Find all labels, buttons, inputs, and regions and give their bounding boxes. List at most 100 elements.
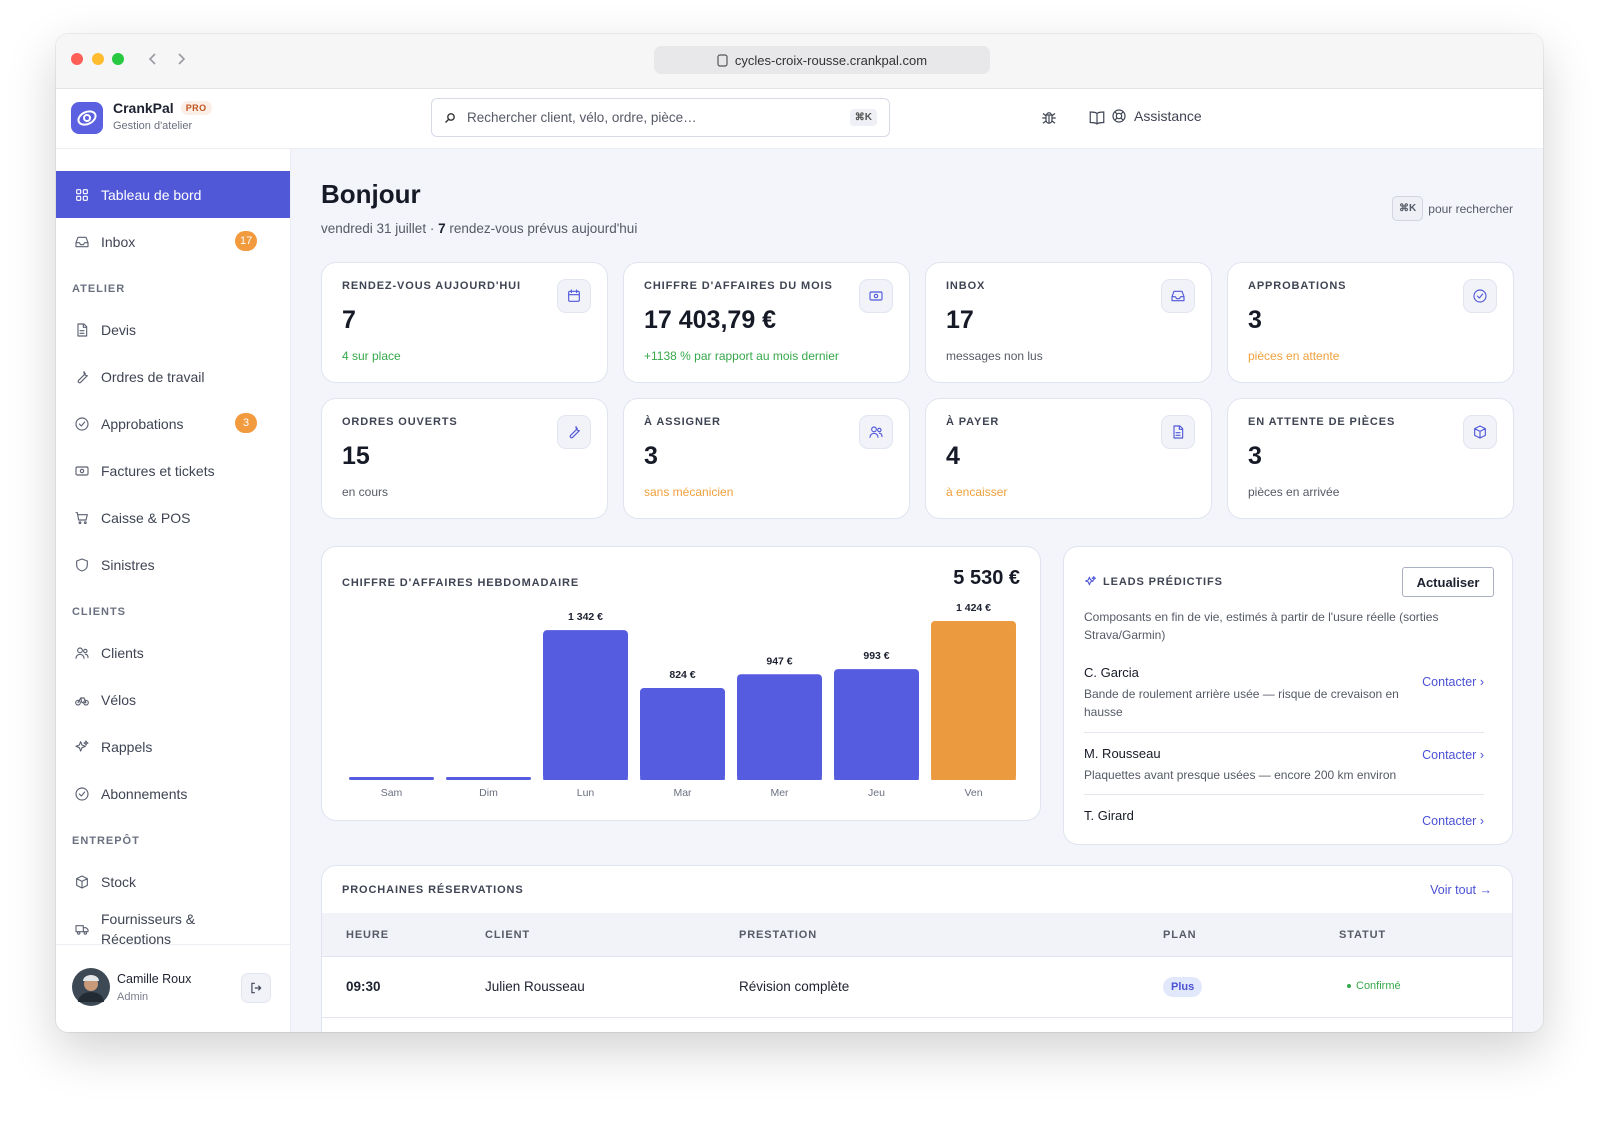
page-icon: [717, 53, 728, 67]
forward-button[interactable]: [174, 52, 188, 66]
stat-card[interactable]: CHIFFRE D'AFFAIRES DU MOIS 17 403,79 € +11…: [623, 262, 910, 383]
cell: 09:30: [346, 979, 381, 994]
nav-item[interactable]: Devis: [56, 306, 290, 353]
logout-button[interactable]: [241, 973, 271, 1003]
nav-item[interactable]: Clients: [56, 629, 290, 676]
minimize-button[interactable]: [92, 53, 104, 65]
stat-icon: [557, 415, 591, 449]
icon: [77, 322, 88, 337]
nav-item[interactable]: Rappels: [56, 723, 290, 770]
nav-label: Abonnements: [101, 785, 188, 802]
icon-part: [78, 992, 104, 1002]
stat-card[interactable]: APPROBATIONS 3 pièces en attente: [1227, 262, 1514, 383]
icon-part: [75, 465, 89, 476]
refresh-button[interactable]: Actualiser: [1402, 567, 1494, 597]
table-header: HEURE CLIENT PRESTATION PLAN STATUT: [322, 913, 1512, 957]
stat-card[interactable]: EN ATTENTE DE PIÈCES 3 pièces en arrivée: [1227, 398, 1514, 519]
icon-part: [1173, 425, 1184, 439]
nav-item[interactable]: Inbox 17: [56, 218, 290, 265]
search-placeholder: Rechercher client, vélo, ordre, pièce…: [467, 110, 697, 125]
icon-part: [75, 416, 89, 431]
nav-item[interactable]: Caisse & POS: [56, 494, 290, 541]
nav-item[interactable]: Approbations 3: [56, 400, 290, 447]
docs-button[interactable]: [1088, 109, 1106, 127]
icon-part: [148, 53, 156, 65]
nav-label: Stock: [101, 873, 137, 890]
x-tick-label: Mer: [770, 787, 789, 799]
lead-row: C. Garcia Bande de roulement arrière usée…: [1084, 661, 1484, 723]
search-hint: ⌘K pour rechercher: [1392, 196, 1513, 221]
bar: [737, 674, 822, 780]
icon: [75, 786, 89, 801]
x-tick-label: Ven: [964, 787, 982, 799]
view-all-link[interactable]: Voir tout →: [1430, 883, 1492, 897]
back-button[interactable]: [146, 52, 160, 66]
divider: [1084, 732, 1484, 733]
icon-part: [77, 646, 83, 653]
stat-card[interactable]: RENDEZ-VOUS AUJOURD'HUI 7 4 sur place: [321, 262, 608, 383]
search-box[interactable]: Rechercher client, vélo, ordre, pièce… ⌘…: [431, 98, 890, 137]
status-label: Confirmé: [1356, 980, 1401, 992]
lead-name: T. Girard: [1084, 808, 1134, 823]
column-header: STATUT: [1339, 929, 1387, 941]
contact-link[interactable]: Contacter ›: [1422, 814, 1484, 828]
nav-label: Vélos: [101, 691, 137, 708]
icon: [869, 291, 883, 301]
leads-description: Composants en fin de vie, estimés à part…: [1084, 610, 1439, 642]
bug-report-button[interactable]: [1040, 109, 1058, 127]
stat-card[interactable]: INBOX 17 messages non lus: [925, 262, 1212, 383]
icon-part: [568, 289, 580, 296]
sidebar: Tableau de bord Inbox 17 ATELIER Devis Ordres…: [56, 149, 291, 1032]
status: Confirmé: [1347, 980, 1401, 992]
icon-part: [75, 236, 89, 247]
stat-value: 17 403,79 €: [644, 306, 777, 334]
icon: [75, 465, 89, 476]
icon-part: [869, 291, 883, 301]
address-bar[interactable]: cycles-croix-rousse.crankpal.com: [654, 46, 990, 74]
nav-item[interactable]: Stock: [56, 858, 290, 905]
appointment-count: 7: [438, 221, 446, 236]
icon: [1474, 425, 1486, 439]
icon-part: [84, 653, 89, 658]
contact-link[interactable]: Contacter ›: [1422, 675, 1484, 689]
contact-link[interactable]: Contacter ›: [1422, 748, 1484, 762]
close-button[interactable]: [71, 53, 83, 65]
help-button[interactable]: Assistance: [1111, 108, 1202, 124]
table-row[interactable]: 09:30 Julien Rousseau Révision complète Plu…: [322, 957, 1512, 1018]
subtitle-text: rendez-vous prévus aujourd'hui: [449, 221, 638, 236]
icon-part: [75, 653, 85, 659]
help-label: Assistance: [1134, 108, 1202, 124]
icon-part: [878, 432, 883, 438]
stat-card[interactable]: À PAYER 4 à encaisser: [925, 398, 1212, 519]
stat-label: CHIFFRE D'AFFAIRES DU MOIS: [644, 280, 833, 292]
nav-item[interactable]: Tableau de bord: [56, 171, 290, 218]
stat-icon: [859, 415, 893, 449]
nav-item[interactable]: Abonnements: [56, 770, 290, 817]
chart-total: 5 530 €: [953, 567, 1020, 589]
icon: [75, 739, 89, 752]
icon: [75, 924, 89, 935]
nav-item[interactable]: Ordres de travail: [56, 353, 290, 400]
nav-label: Caisse & POS: [101, 509, 191, 526]
stat-card[interactable]: ORDRES OUVERTS 15 en cours: [321, 398, 608, 519]
stat-card[interactable]: À ASSIGNER 3 sans mécanicien: [623, 398, 910, 519]
nav-item[interactable]: Vélos: [56, 676, 290, 723]
stat-label: À ASSIGNER: [644, 416, 721, 428]
stat-label: ORDRES OUVERTS: [342, 416, 458, 428]
nav-item[interactable]: Sinistres: [56, 541, 290, 588]
nav-item[interactable]: Fournisseurs & Réceptions: [56, 905, 290, 944]
stat-value: 4: [946, 442, 960, 470]
nav-item[interactable]: Factures et tickets: [56, 447, 290, 494]
user-avatar[interactable]: [72, 968, 110, 1006]
leads-card: LEADS PRÉDICTIFS Actualiser Composants en …: [1063, 546, 1513, 845]
brand-logo[interactable]: [71, 102, 103, 134]
page-subtitle: vendredi 31 juillet · 7 rendez-vous prév…: [321, 221, 637, 236]
lead-name: M. Rousseau: [1084, 746, 1161, 761]
leads-header: LEADS PRÉDICTIFS: [1084, 575, 1223, 588]
x-tick-label: Jeu: [868, 787, 885, 799]
icon-part: [75, 786, 89, 801]
nav-label: Tableau de bord: [101, 186, 202, 203]
icon-part: [1473, 289, 1487, 303]
stat-note: en cours: [342, 485, 389, 499]
maximize-button[interactable]: [112, 53, 124, 65]
